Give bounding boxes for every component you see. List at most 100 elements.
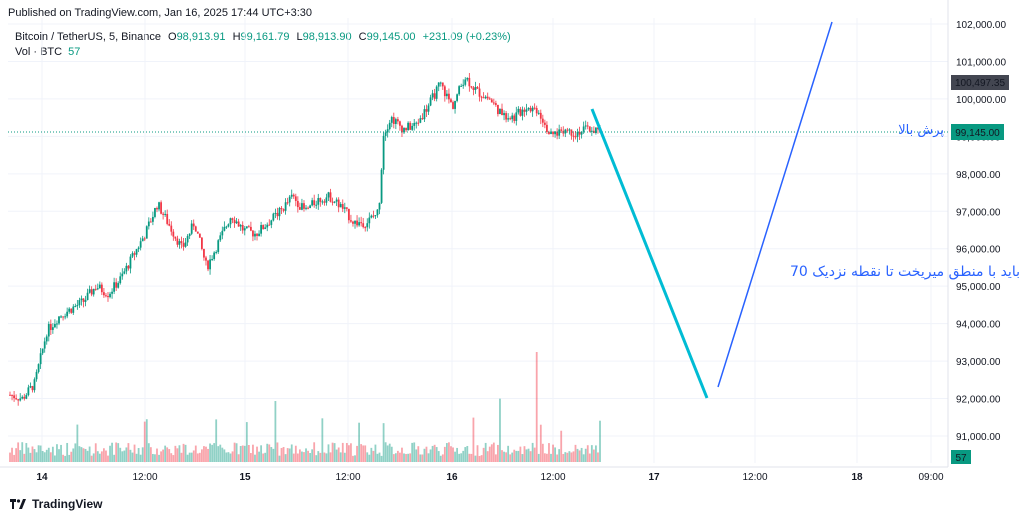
candle-body — [317, 197, 320, 205]
candle-body — [529, 107, 532, 112]
volume-bar — [223, 449, 226, 462]
candle-body — [92, 288, 95, 295]
volume-bar — [311, 449, 314, 462]
volume-bar — [184, 444, 187, 462]
volume-bar — [558, 449, 561, 462]
dark-price-tag: 100,497.35 — [955, 78, 1005, 89]
volume-bar — [474, 455, 477, 462]
volume-bar — [429, 449, 432, 462]
y-tick-label: 101,000.00 — [956, 57, 1006, 68]
volume-bar — [325, 453, 328, 462]
volume-bar — [239, 446, 242, 462]
volume-bar — [580, 447, 583, 462]
volume-bar — [417, 446, 420, 462]
candle-body — [190, 223, 193, 234]
volume-bar — [139, 454, 142, 462]
volume-bar — [264, 452, 267, 462]
candle-body — [137, 247, 140, 250]
volume-bar — [31, 446, 34, 462]
candle-body — [392, 117, 395, 124]
candle-body — [203, 248, 205, 258]
volume-bar — [382, 423, 385, 462]
candle-body — [513, 115, 516, 121]
volume-bar — [307, 450, 309, 462]
volume-bar — [127, 443, 130, 462]
volume-bar — [435, 447, 438, 462]
volume-bar — [503, 451, 505, 462]
volume-bar — [478, 455, 481, 462]
candle-body — [358, 222, 361, 226]
candle-body — [47, 324, 50, 337]
footer-brand[interactable]: TradingView — [10, 497, 102, 511]
volume-bar — [237, 454, 240, 462]
volume-bar — [456, 447, 458, 462]
volume-bar — [411, 442, 414, 462]
candle-body — [182, 243, 185, 247]
candle-body — [313, 200, 316, 206]
candle-body — [229, 218, 232, 225]
symbol-name[interactable]: Bitcoin / TetherUS, 5, Binance — [15, 31, 161, 43]
candle-body — [421, 118, 424, 120]
candle-body — [509, 118, 512, 120]
candle-body — [258, 233, 260, 236]
candle-body — [105, 295, 107, 297]
volume-bar — [552, 444, 554, 462]
volume-bar — [425, 446, 428, 462]
volume-bar — [84, 448, 87, 462]
volume-value: 57 — [68, 46, 81, 58]
volume-bar — [470, 453, 473, 462]
candle-body — [356, 220, 358, 226]
candle-body — [305, 207, 307, 209]
volume-bar — [525, 449, 528, 462]
volume-bar — [366, 452, 369, 462]
volume-bar — [233, 442, 236, 462]
volume-bar — [35, 452, 38, 462]
current-price-tag-bg — [951, 124, 1004, 140]
candle-body — [88, 289, 91, 293]
candle-body — [572, 135, 575, 137]
volume-bar — [174, 445, 177, 462]
candle-body — [425, 109, 428, 112]
candle-body — [278, 207, 281, 217]
volume-bar — [490, 444, 493, 462]
volume-bar — [378, 452, 381, 462]
volume-bar — [58, 449, 60, 462]
volume-bar — [243, 445, 246, 462]
volume-bar — [178, 445, 181, 462]
candle-body — [401, 125, 403, 133]
volume-bar — [196, 453, 199, 462]
change-value: +231.09 (+0.23%) — [422, 31, 511, 43]
candle-body — [303, 203, 305, 209]
volume-bar — [19, 450, 22, 462]
candle-body — [372, 215, 375, 217]
candle-body — [492, 102, 495, 104]
candle-body — [90, 289, 93, 295]
candle-body — [72, 306, 75, 313]
volume-bar — [458, 453, 461, 462]
candle-body — [23, 396, 26, 399]
volume-bar — [390, 446, 393, 462]
candle-body — [156, 207, 158, 210]
volume-bar — [82, 448, 85, 462]
candle-body — [527, 107, 530, 110]
volume-bar — [407, 453, 409, 462]
volume-bar — [376, 453, 379, 462]
candle-body — [66, 311, 69, 317]
volume-bar — [345, 443, 348, 462]
candle-body — [390, 117, 393, 123]
candle-body — [290, 194, 293, 197]
candle-body — [94, 288, 97, 290]
candle-body — [96, 288, 99, 290]
candle-body — [56, 323, 58, 325]
volume-bar — [450, 446, 452, 462]
volume-bar — [192, 450, 195, 462]
candle-body — [264, 227, 267, 230]
volume-bar — [96, 451, 99, 462]
candle-body — [284, 202, 287, 211]
candle-body — [533, 107, 536, 109]
x-tick-label: 12:00 — [742, 472, 767, 483]
low-label: L — [296, 31, 303, 43]
volume-label: Vol · BTC — [15, 46, 63, 58]
candle-body — [237, 221, 240, 227]
